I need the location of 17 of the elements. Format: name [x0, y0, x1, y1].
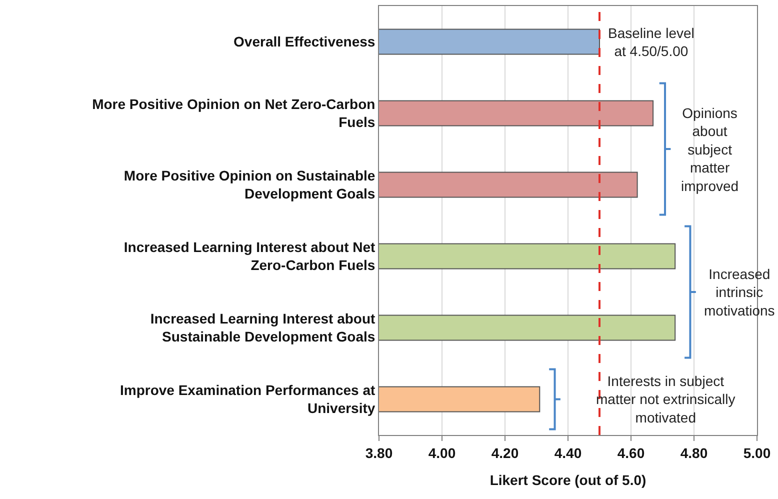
- annotation: Interests in subject matter not extrinsically motivated: [596, 373, 736, 426]
- x-tick-label: 4.20: [491, 444, 519, 461]
- x-tick-label: 5.00: [743, 444, 771, 461]
- ref-line-label: Baseline level at 4.50/5.00: [608, 25, 694, 60]
- x-tick-label: 4.00: [428, 444, 456, 461]
- x-axis-title: Likert Score (out of 5.0): [490, 472, 646, 488]
- annotation: Opinions about subject matter improved: [681, 105, 739, 194]
- y-tick-label: Overall Effectiveness: [234, 34, 376, 50]
- y-tick-label: Improve Examination Performances at University: [120, 382, 376, 416]
- y-tick-label: Increased Learning Interest about Sustainable Development Goals: [150, 310, 376, 345]
- y-tick-label: More Positive Opinion on Sustainable Development Goals: [124, 168, 376, 202]
- x-tick-label: 4.60: [617, 444, 645, 461]
- x-tick-label: 3.80: [365, 444, 393, 461]
- x-tick-label: 4.80: [680, 444, 708, 461]
- y-tick-label: Increased Learning Interest about Net Zero-Carbon Fuels: [124, 239, 376, 274]
- y-tick-label: More Positive Opinion on Net Zero-Carbon Fuels: [92, 96, 376, 130]
- x-tick-label: 4.40: [554, 444, 582, 461]
